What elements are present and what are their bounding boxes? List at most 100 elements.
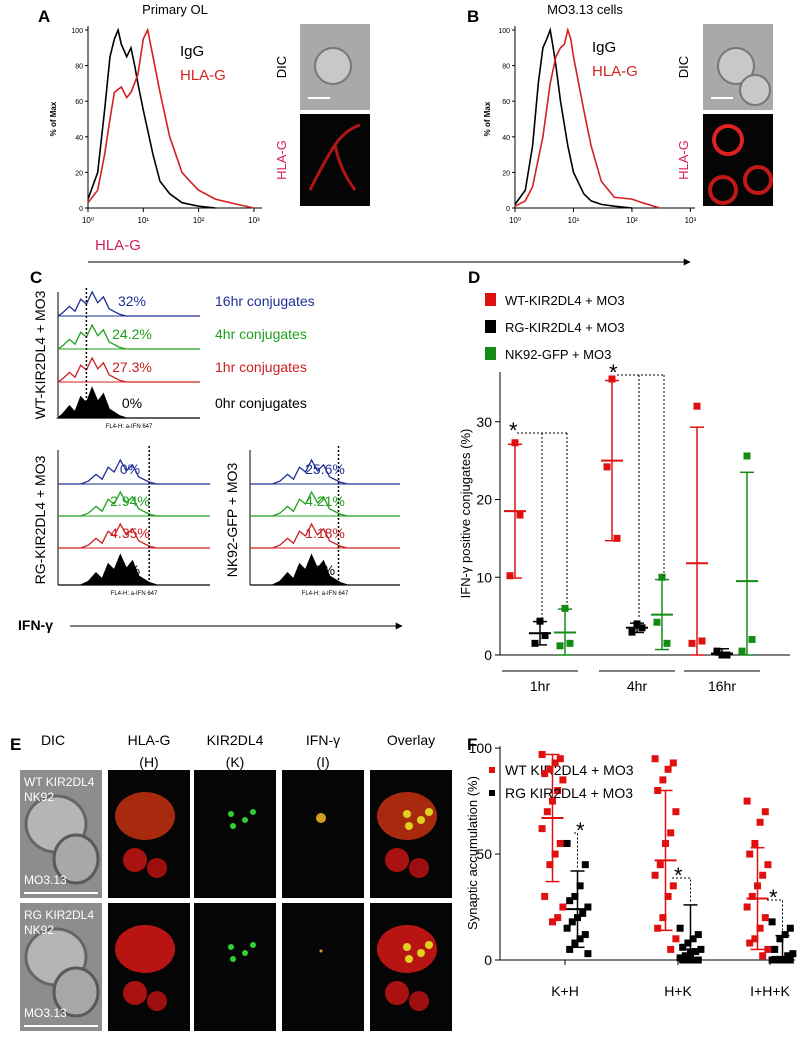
histogram	[58, 490, 210, 517]
y-tick-label: 80	[502, 64, 510, 71]
point	[566, 639, 574, 647]
x-tick-label: 10⁰	[509, 216, 521, 225]
x-tick-label: 10⁰	[82, 216, 94, 225]
cell	[314, 47, 352, 85]
group-label: WT-KIR2DL4 + MO3	[32, 290, 48, 419]
row-label: 16hr conjugates	[215, 293, 315, 309]
point	[576, 935, 584, 943]
stain	[242, 817, 248, 823]
point	[651, 871, 659, 879]
group-label: NK92-GFP + MO3	[224, 463, 240, 578]
stain	[708, 175, 738, 205]
point	[694, 931, 702, 939]
row-label: WT KIR2DL4	[24, 775, 95, 789]
point	[771, 945, 779, 953]
image-label: DIC	[676, 56, 691, 78]
stain	[743, 165, 773, 195]
stain	[123, 848, 147, 872]
y-tick-label: 100	[71, 28, 83, 35]
legend-label: NK92-GFP + MO3	[505, 347, 611, 362]
y-axis-label: Synaptic accumulation (%)	[465, 776, 480, 930]
legend-label: WT-KIR2DL4 + MO3	[505, 293, 625, 308]
chart-title: MO3.13 cells	[547, 2, 623, 17]
x-tick-label: K+H	[551, 983, 579, 999]
point	[556, 642, 564, 650]
point	[688, 639, 696, 647]
point	[568, 918, 576, 926]
stain	[230, 823, 236, 829]
column-header: KIR2DL4	[207, 732, 264, 748]
y-tick-label: 40	[75, 135, 83, 142]
image-label: DIC	[274, 56, 289, 78]
histogram	[57, 290, 200, 317]
x-tick-label: 4hr	[627, 678, 648, 694]
column-header: HLA-G	[128, 732, 171, 748]
stain	[712, 124, 744, 156]
stain	[425, 941, 433, 949]
point	[541, 770, 549, 778]
point	[689, 935, 697, 943]
point	[563, 924, 571, 932]
x-tick-label: 10²	[193, 216, 205, 225]
point	[546, 765, 554, 773]
point	[581, 861, 589, 869]
percent-label: 0%	[120, 461, 140, 477]
point	[651, 755, 659, 763]
point	[672, 935, 680, 943]
panel-letter: D	[468, 268, 480, 287]
x-tick-label: 16hr	[708, 678, 736, 694]
point	[653, 618, 661, 626]
x-tick-label: 1hr	[530, 678, 551, 694]
point	[759, 952, 767, 960]
percent-label: 32%	[118, 293, 146, 309]
percent-label: 0%	[120, 562, 140, 578]
stain	[228, 944, 234, 950]
legend-swatch	[489, 790, 495, 796]
percent-label: 25.6%	[305, 461, 345, 477]
stain	[425, 808, 433, 816]
axis-label: FL4-H: a-IFN 647	[302, 591, 349, 597]
stain	[403, 943, 411, 951]
stain	[403, 810, 411, 818]
point	[608, 375, 616, 383]
y-tick-label: 80	[75, 64, 83, 71]
histogram	[58, 458, 210, 485]
point	[669, 759, 677, 767]
row-label: MO3.13	[24, 873, 67, 887]
row-label: RG KIR2DL4	[24, 908, 94, 922]
y-tick-label: 100	[469, 740, 493, 756]
x-tick-label: 10³	[248, 216, 260, 225]
point	[756, 818, 764, 826]
histogram	[58, 522, 210, 549]
point	[759, 871, 767, 879]
legend-swatch	[489, 767, 495, 773]
x-tick-label: 10¹	[568, 216, 580, 225]
point	[693, 402, 701, 410]
point	[751, 839, 759, 847]
axis-label: FL4-H: a-IFN 647	[106, 424, 153, 430]
point	[748, 635, 756, 643]
histogram	[58, 553, 210, 586]
stain	[319, 949, 323, 953]
histogram	[57, 356, 200, 383]
point	[538, 750, 546, 758]
cell	[52, 966, 100, 1018]
point	[576, 882, 584, 890]
x-tick-label: 10²	[626, 216, 638, 225]
percent-label: 2.94%	[110, 493, 150, 509]
y-tick-label: 0	[484, 952, 492, 968]
percent-label: 0%	[315, 562, 335, 578]
point	[694, 956, 702, 964]
point	[738, 647, 746, 655]
percent-label: 4.35%	[110, 525, 150, 541]
point	[664, 765, 672, 773]
percent-label: 24.2%	[112, 326, 152, 342]
y-tick-label: 40	[502, 135, 510, 142]
panel-letter: E	[10, 735, 21, 754]
axis-label: FL4-H: a-IFN 647	[111, 591, 158, 597]
point	[667, 829, 675, 837]
legend-label: IgG	[180, 43, 204, 60]
row-label: 4hr conjugates	[215, 326, 307, 342]
column-header: (K)	[226, 754, 245, 770]
point	[751, 935, 759, 943]
